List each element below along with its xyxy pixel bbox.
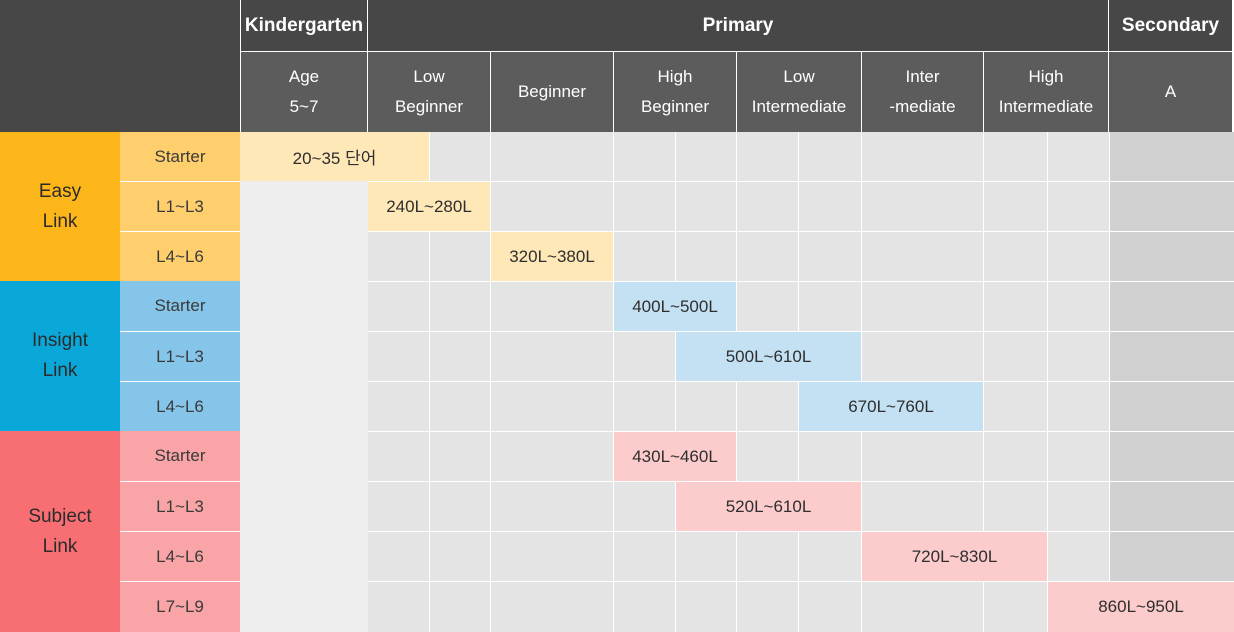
range-easy-l1-l3: 240L~280L (368, 182, 490, 231)
kindergarten-column-bg (240, 132, 368, 632)
level-subject-l1-l3: L1~L3 (120, 482, 240, 531)
program-easy-line2: Link (42, 210, 78, 232)
column-low-intermediate: Low Intermediate (737, 52, 861, 132)
range-insight-l1-l3: 500L~610L (676, 332, 861, 381)
range-easy-l4-l6: 320L~380L (491, 232, 613, 281)
column-high-intermediate: High Intermediate (984, 52, 1108, 132)
range-subject-l7-l9: 860L~950L (1048, 582, 1234, 632)
column-high-beginner: High Beginner (614, 52, 736, 132)
level-subject-l7-l9: L7~L9 (120, 582, 240, 632)
column-high-intermediate-line2: Intermediate (998, 97, 1094, 116)
program-subject-line2: Link (42, 535, 78, 557)
program-insight-line1: Insight (32, 330, 88, 351)
column-low-intermediate-line1: Low (783, 67, 815, 86)
level-subject-l4-l6: L4~L6 (120, 532, 240, 581)
program-subject-line1: Subject (28, 505, 92, 527)
header-corner (0, 0, 240, 132)
range-insight-l4-l6: 670L~760L (799, 382, 983, 431)
column-age: Age 5~7 (241, 52, 367, 132)
range-easy-starter: 20~35 단어 (240, 132, 429, 181)
level-easy-starter: Starter (120, 132, 240, 181)
program-easy-line1: Easy (38, 180, 82, 202)
range-subject-l4-l6: 720L~830L (862, 532, 1047, 581)
column-low-beginner: Low Beginner (368, 52, 490, 132)
column-intermediate: Inter -mediate (862, 52, 983, 132)
column-secondary-a: A (1109, 52, 1232, 132)
column-intermediate-line2: -mediate (889, 97, 956, 116)
level-subject-starter: Starter (120, 431, 240, 481)
column-low-intermediate-line2: Intermediate (751, 97, 847, 116)
secondary-column-bg (1109, 132, 1234, 582)
column-high-beginner-line2: Beginner (640, 97, 710, 116)
header-primary: Primary (368, 0, 1108, 51)
program-easy-link: Easy Link (0, 132, 120, 281)
level-easy-l4-l6: L4~L6 (120, 232, 240, 281)
level-insight-l4-l6: L4~L6 (120, 382, 240, 431)
column-low-beginner-line2: Beginner (394, 97, 464, 116)
range-subject-l1-l3: 520L~610L (676, 482, 861, 531)
program-insight-link: Insight Link (0, 281, 120, 431)
column-high-intermediate-line1: High (1028, 67, 1064, 86)
column-low-beginner-line1: Low (413, 67, 445, 86)
header-kindergarten: Kindergarten (241, 0, 367, 51)
range-insight-starter: 400L~500L (614, 282, 736, 331)
level-insight-starter: Starter (120, 281, 240, 331)
program-subject-link: Subject Link (0, 431, 120, 632)
header-secondary: Secondary (1109, 0, 1232, 51)
level-easy-l1-l3: L1~L3 (120, 182, 240, 231)
column-intermediate-line1: Inter (905, 67, 940, 86)
column-high-beginner-line1: High (657, 67, 693, 86)
level-insight-l1-l3: L1~L3 (120, 332, 240, 381)
range-subject-starter: 430L~460L (614, 432, 736, 481)
column-age-line2: 5~7 (289, 97, 319, 116)
column-beginner: Beginner (491, 52, 613, 132)
program-insight-line2: Link (42, 360, 78, 381)
column-age-line1: Age (288, 67, 320, 86)
